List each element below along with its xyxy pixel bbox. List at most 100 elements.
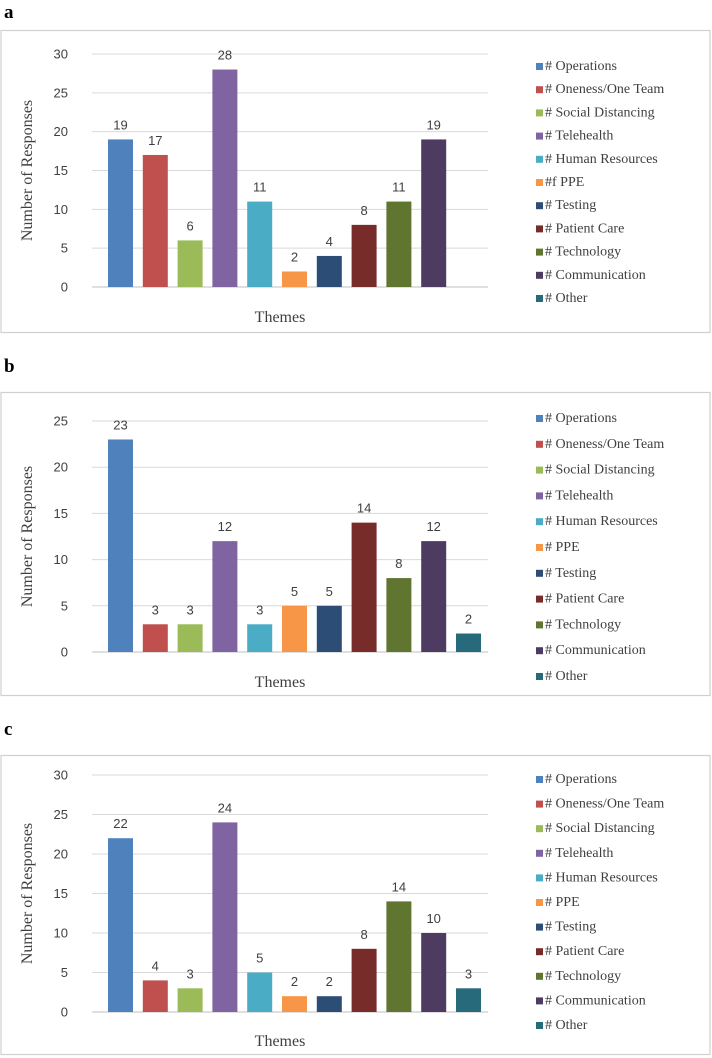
legend-swatch — [536, 569, 543, 577]
y-axis-title: Number of Responses — [19, 100, 36, 241]
legend-label: # Social Distancing — [545, 463, 655, 478]
x-axis-title: Themes — [255, 309, 306, 326]
bar-4 — [212, 69, 238, 288]
legend-label: # PPE — [545, 540, 580, 555]
legend-swatch — [536, 109, 543, 117]
legend-swatch — [536, 948, 543, 956]
data-label: 8 — [360, 927, 367, 942]
data-label: 11 — [253, 180, 267, 195]
data-label: 23 — [113, 417, 127, 432]
legend-label: # Other — [545, 1018, 588, 1033]
legend-label: # Technology — [545, 617, 621, 632]
data-label: 12 — [218, 519, 232, 534]
bar-2 — [142, 624, 168, 652]
legend-label: # Communication — [545, 268, 646, 283]
y-tick-label: 0 — [61, 1005, 68, 1020]
bar-9 — [386, 578, 412, 652]
data-label: 19 — [426, 117, 440, 132]
legend-swatch — [536, 800, 543, 808]
x-axis-title: Themes — [255, 1033, 306, 1050]
bar-11 — [456, 633, 481, 652]
legend-swatch — [536, 544, 543, 551]
legend-swatch — [536, 415, 543, 422]
data-label: 14 — [392, 879, 406, 894]
legend-swatch — [536, 492, 543, 500]
y-tick-label: 20 — [54, 847, 68, 862]
panel-letter-b: b — [4, 356, 15, 377]
legend-label: # Other — [545, 669, 588, 684]
legend-swatch — [536, 155, 543, 163]
bar-3 — [177, 624, 203, 652]
bar-6 — [282, 996, 307, 1012]
legend-swatch — [536, 225, 543, 233]
legend-label: # Testing — [545, 566, 596, 581]
legend-label: # Telehealth — [545, 846, 613, 861]
y-tick-label: 15 — [54, 506, 68, 521]
legend-label: # Telehealth — [545, 488, 613, 503]
data-label: 17 — [148, 133, 162, 148]
bar-7 — [316, 605, 342, 652]
bar-5 — [247, 972, 273, 1012]
legend-label: # Human Resources — [545, 514, 658, 529]
panel-letter-c: c — [4, 719, 13, 740]
legend-label: # Operations — [545, 59, 617, 74]
data-label: 2 — [465, 612, 472, 627]
bar-8 — [351, 522, 377, 652]
legend-swatch — [536, 518, 543, 526]
legend-swatch — [536, 63, 543, 70]
legend-label: # Social Distancing — [545, 821, 655, 836]
y-tick-label: 10 — [54, 202, 68, 217]
legend-swatch — [536, 132, 543, 140]
legend-label: # Testing — [545, 198, 596, 213]
legend-swatch — [536, 776, 543, 783]
data-label: 24 — [218, 800, 232, 815]
bar-8 — [351, 224, 377, 287]
data-label: 5 — [291, 584, 298, 599]
legend-label: # Human Resources — [545, 152, 658, 167]
bar-1 — [108, 838, 133, 1012]
data-label: 19 — [113, 117, 127, 132]
legend-label: # Social Distancing — [545, 105, 655, 120]
legend-label: # Communication — [545, 643, 646, 658]
data-label: 3 — [186, 602, 193, 617]
bar-3 — [177, 988, 203, 1012]
legend-swatch — [536, 466, 543, 474]
legend-label: # Oneness/One Team — [545, 797, 664, 812]
y-tick-label: 0 — [61, 645, 68, 660]
legend-label: # Other — [545, 291, 588, 306]
y-tick-label: 25 — [54, 85, 68, 100]
legend-swatch — [536, 1022, 543, 1029]
data-label: 2 — [326, 974, 333, 989]
data-label: 5 — [326, 584, 333, 599]
panel-letter-a: a — [4, 2, 14, 23]
y-tick-label: 15 — [54, 886, 68, 901]
legend-swatch — [536, 972, 543, 980]
legend-swatch — [536, 899, 543, 906]
y-tick-label: 5 — [61, 598, 68, 613]
y-axis-title: Number of Responses — [19, 823, 36, 964]
data-label: 3 — [465, 966, 472, 981]
bar-10 — [421, 933, 447, 1012]
legend-swatch — [536, 647, 543, 655]
legend-label: # Communication — [545, 993, 646, 1008]
legend-label: # Operations — [545, 772, 617, 787]
data-label: 2 — [291, 249, 298, 264]
y-axis-title: Number of Responses — [19, 466, 36, 607]
bar-4 — [212, 822, 238, 1012]
legend-swatch — [536, 440, 543, 448]
data-label: 4 — [326, 234, 333, 249]
legend-label: # Oneness/One Team — [545, 437, 664, 452]
bar-2 — [142, 980, 168, 1012]
legend-swatch — [536, 271, 543, 279]
legend-swatch — [536, 621, 543, 629]
legend-swatch — [536, 825, 543, 833]
legend-label: # Human Resources — [545, 870, 658, 885]
legend-swatch — [536, 673, 543, 680]
bar-11 — [456, 988, 481, 1012]
data-label: 8 — [395, 556, 402, 571]
legend-label: # Patient Care — [545, 944, 624, 959]
legend-label: # Patient Care — [545, 592, 624, 607]
chart-b: 0 5 10 15 20 25 23 3 3 12 3 5 5 14 8 12 2 Number of Respo… — [0, 391, 711, 697]
bar-5 — [247, 624, 273, 652]
data-label: 4 — [152, 958, 159, 973]
